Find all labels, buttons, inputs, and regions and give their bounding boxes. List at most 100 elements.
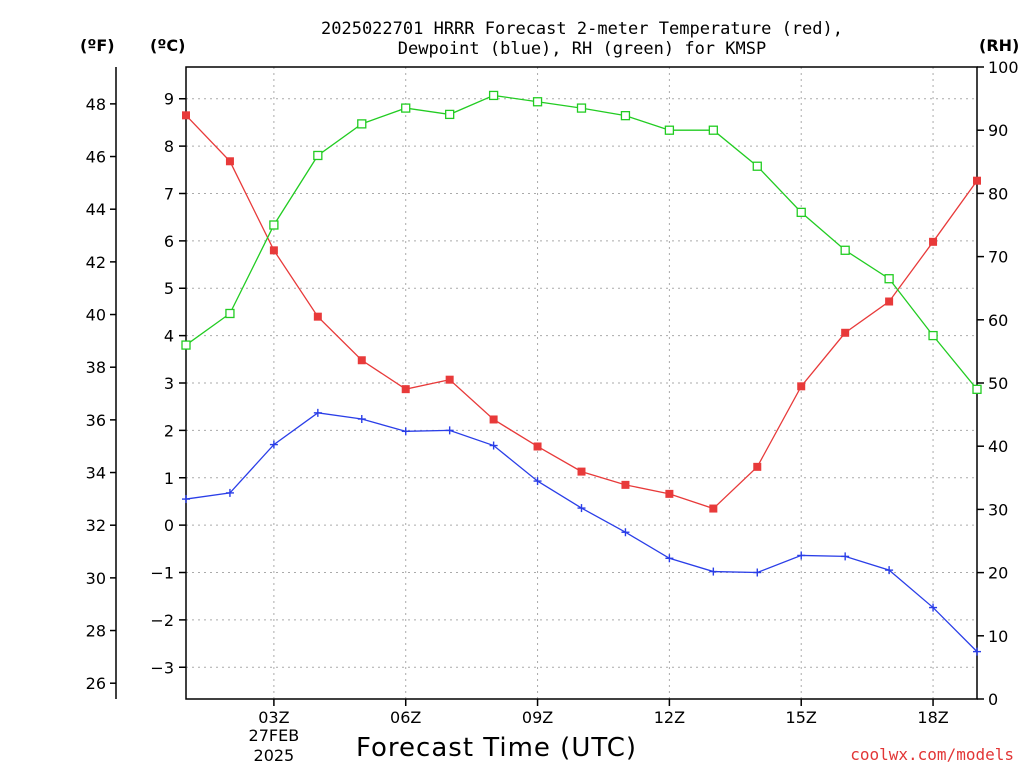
rh-point: [576, 103, 587, 113]
rh-tick-label: 30: [988, 500, 1008, 519]
temperature-point: [313, 312, 322, 321]
fahrenheit-tick-label: 34: [86, 464, 106, 483]
dewpoint-point: [577, 504, 586, 513]
rh-tick-label: 40: [988, 437, 1008, 456]
fahrenheit-tick-label: 28: [86, 622, 106, 641]
dewpoint-point: [929, 603, 938, 612]
rh-point: [445, 109, 455, 120]
x-tick-label: 15Z: [786, 708, 817, 727]
dewpoint-point: [621, 528, 630, 537]
rh-point: [972, 384, 982, 394]
rh-point: [664, 125, 675, 135]
x-tick-label: 09Z: [522, 708, 553, 727]
chart-title-line-2: Dewpoint (blue), RH (green) for KMSP: [397, 39, 767, 59]
rh-point: [620, 111, 631, 121]
rh-point: [840, 245, 850, 255]
dewpoint-point: [225, 488, 234, 497]
celsius-tick-label: 0: [164, 516, 174, 535]
dewpoint-point: [357, 415, 366, 424]
dewpoint-point: [753, 568, 762, 577]
rh-point: [532, 97, 543, 107]
fahrenheit-tick-label: 46: [86, 148, 106, 167]
rh-tick-label: 80: [988, 184, 1008, 203]
dewpoint-point: [841, 552, 850, 561]
celsius-tick-label: −3: [150, 658, 174, 677]
dewpoint-point: [709, 567, 718, 576]
celsius-tick-label: 3: [164, 374, 174, 393]
temperature-point: [577, 467, 586, 476]
x-tick-label: 12Z: [654, 708, 685, 727]
celsius-tick-label: −1: [150, 564, 174, 583]
dewpoint-point: [313, 408, 322, 417]
rh-line: [185, 94, 978, 390]
fahrenheit-tick-label: 44: [86, 200, 106, 219]
fahrenheit-tick-label: 30: [86, 569, 106, 588]
rh-tick-label: 20: [988, 564, 1008, 583]
rh-tick-label: 50: [988, 374, 1008, 393]
fahrenheit-tick-label: 48: [86, 95, 106, 114]
dewpoint-point: [973, 647, 981, 656]
temperature-point: [753, 462, 762, 471]
rh-point: [181, 340, 191, 350]
fahrenheit-tick-label: 42: [86, 253, 106, 272]
fahrenheit-tick-label: 38: [86, 358, 106, 377]
dewpoint-point: [401, 427, 410, 436]
rh-point: [313, 150, 323, 161]
rh-point: [401, 103, 411, 113]
credit-link[interactable]: coolwx.com/models: [850, 745, 1014, 764]
celsius-tick-label: 1: [164, 469, 174, 488]
dewpoint-point: [885, 566, 894, 575]
rh-tick-label: 90: [988, 121, 1008, 140]
rh-tick-label: 60: [988, 311, 1008, 330]
rh-tick-label: 10: [988, 627, 1008, 646]
temperature-point: [269, 246, 278, 255]
grid-lines: [186, 67, 977, 699]
x-tick-label: 03Z: [258, 708, 289, 727]
rh-point: [225, 308, 235, 319]
x-tick-label: 06Z: [390, 708, 421, 727]
celsius-tick-label: 8: [164, 137, 174, 156]
celsius-tick-label: 7: [164, 184, 174, 203]
rh-tick-label: 70: [988, 248, 1008, 267]
rh-point: [708, 125, 718, 135]
celsius-tick-label: 4: [164, 327, 174, 346]
temperature-point: [401, 385, 410, 394]
fahrenheit-tick-label: 32: [86, 516, 106, 535]
x-axis-title: Forecast Time (UTC): [356, 733, 638, 763]
dewpoint-point: [182, 495, 190, 504]
rh-point: [884, 274, 894, 284]
dewpoint-point: [269, 440, 278, 449]
axes: 262830323436384042444648−3−2−10123456789…: [86, 58, 1019, 765]
temperature-point: [665, 489, 674, 498]
fahrenheit-tick-label: 26: [86, 674, 106, 693]
temperature-line: [185, 114, 978, 510]
rh-point: [488, 90, 499, 101]
dewpoint-point: [665, 554, 674, 563]
chart-title-line-1: 2025022701 HRRR Forecast 2-meter Tempera…: [321, 19, 843, 39]
dewpoint-point: [489, 441, 498, 450]
rh-point: [928, 330, 938, 341]
fahrenheit-unit-label: (ºF): [80, 36, 115, 55]
celsius-tick-label: 2: [164, 421, 174, 440]
rh-unit-label: (RH): [979, 36, 1020, 55]
dewpoint-point: [445, 426, 454, 435]
dewpoint-point: [797, 551, 806, 560]
temperature-point: [885, 297, 894, 306]
celsius-tick-label: 9: [164, 90, 174, 109]
fahrenheit-tick-label: 40: [86, 306, 106, 325]
celsius-tick-label: −2: [150, 611, 174, 630]
rh-point: [357, 119, 367, 129]
temperature-point: [225, 157, 234, 166]
dewpoint-line: [185, 412, 978, 653]
temperature-point: [621, 480, 630, 489]
temperature-point: [182, 111, 190, 120]
celsius-tick-label: 5: [164, 279, 174, 298]
dewpoint-point: [533, 477, 542, 486]
temperature-point: [533, 442, 542, 451]
fahrenheit-tick-label: 36: [86, 411, 106, 430]
temperature-point: [709, 504, 718, 513]
rh-point: [796, 207, 806, 218]
temperature-point: [797, 382, 806, 391]
x-tick-label: 18Z: [917, 708, 948, 727]
celsius-unit-label: (ºC): [150, 36, 186, 55]
